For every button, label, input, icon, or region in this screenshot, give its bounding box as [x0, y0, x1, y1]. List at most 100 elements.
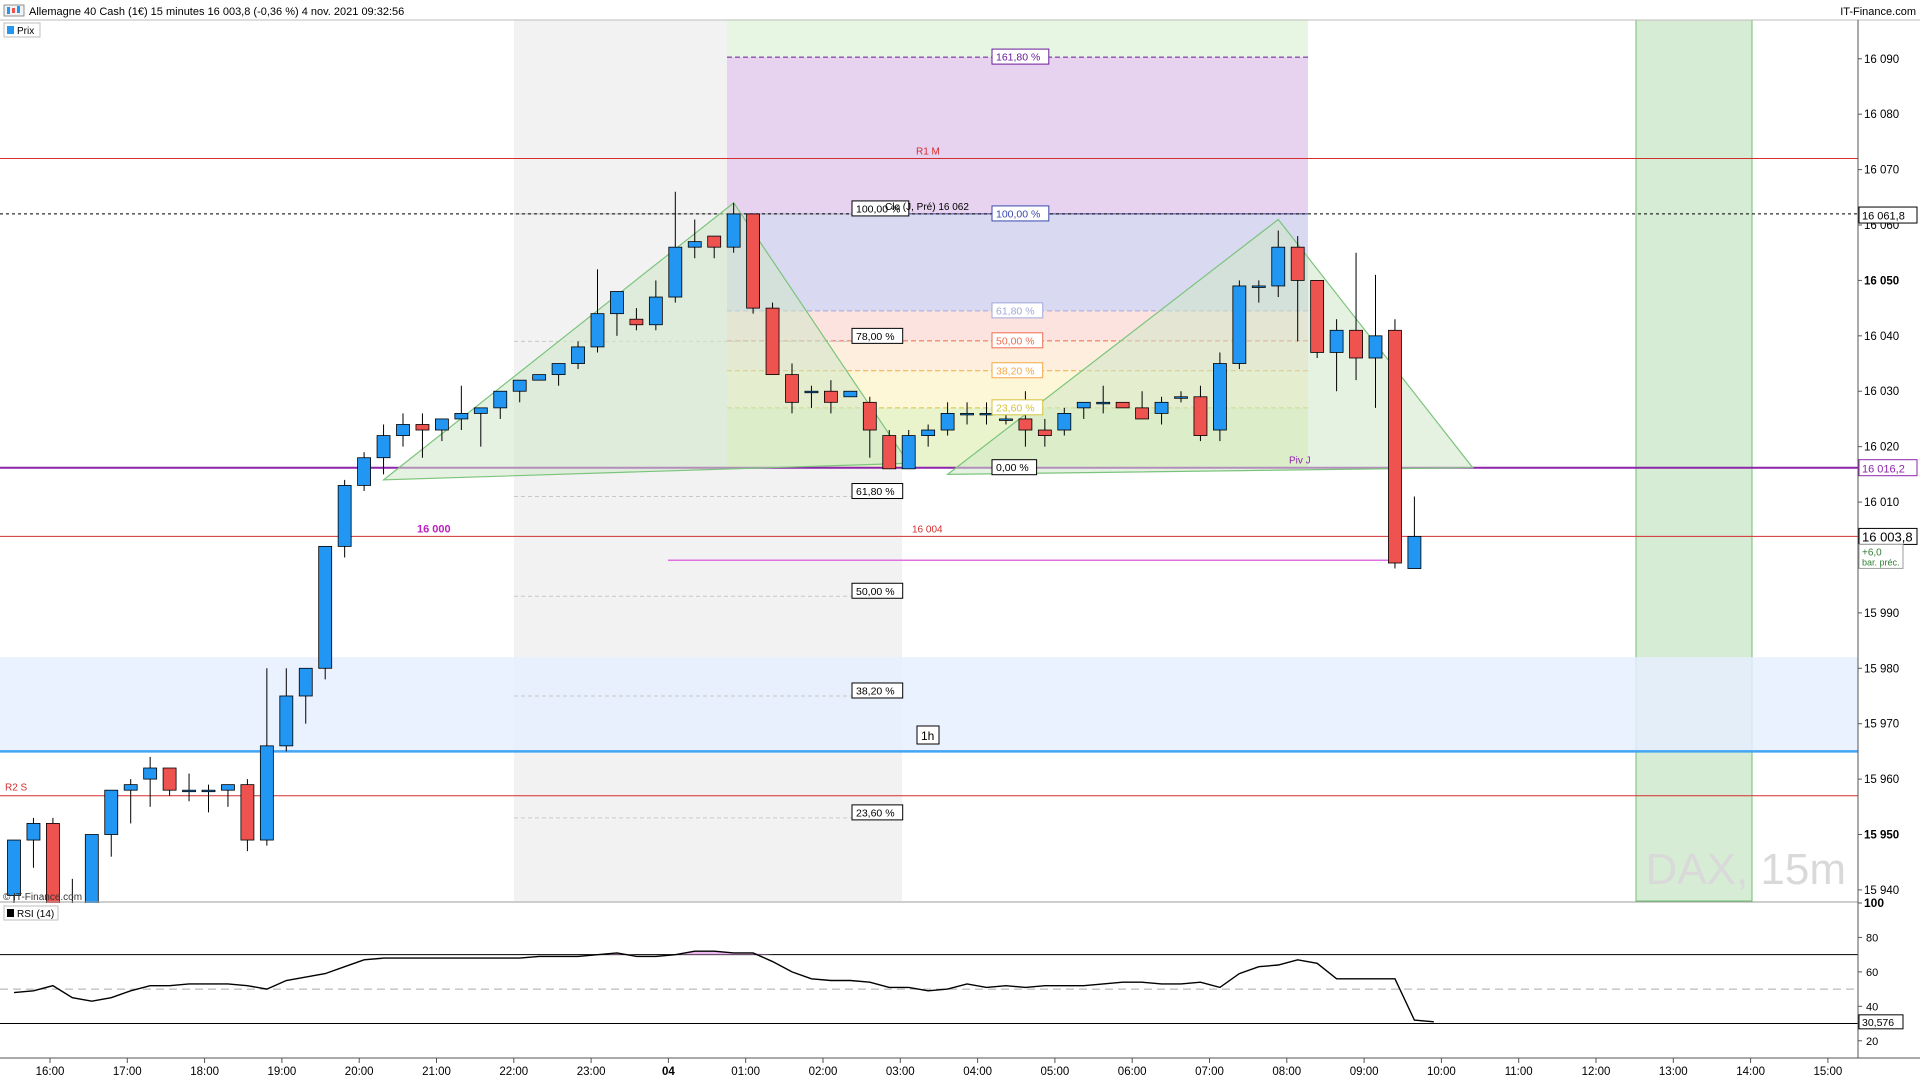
price-axis-label: 15 960	[1864, 774, 1899, 786]
candle-body-down	[746, 213, 760, 309]
candle	[26, 817, 41, 868]
price-tag: 16 003,8	[1862, 530, 1913, 545]
rsi-axis-label: 40	[1866, 1001, 1878, 1013]
candle-body-up	[104, 789, 119, 835]
brand-label: IT-Finance.com	[1840, 6, 1916, 18]
fib-projection-label-box	[991, 399, 1044, 416]
candle	[629, 308, 644, 331]
fib-retracement-label: 38,20 %	[856, 685, 895, 697]
rsi-legend[interactable]: RSI (14)	[3, 905, 59, 921]
candle-body-up	[1057, 413, 1072, 431]
rsi-legend-label: RSI (14)	[17, 909, 54, 920]
candle	[532, 374, 547, 381]
candle-body-up	[143, 767, 158, 780]
candle	[454, 385, 469, 431]
fib-projection-label-box	[991, 332, 1044, 349]
r1m-label: R1 M	[916, 147, 940, 158]
candle-body-down	[1310, 280, 1325, 353]
candle	[201, 784, 216, 813]
candle	[1115, 401, 1130, 409]
fib-projection-label: 161,80 %	[996, 52, 1040, 64]
candle	[259, 668, 274, 846]
price-axis-label: 16 050	[1864, 275, 1899, 287]
price-tag-box	[1858, 459, 1918, 477]
candle	[104, 789, 119, 857]
candle-body-up	[396, 424, 410, 436]
candle	[551, 363, 566, 386]
price-tag: 16 016,2	[1862, 463, 1905, 475]
candle	[1213, 352, 1227, 442]
rsi-overbought-fill	[14, 951, 1434, 955]
candle	[1407, 496, 1422, 569]
price-legend-label: Prix	[17, 26, 34, 37]
candle	[1193, 385, 1208, 442]
fib-projection-label-box	[991, 302, 1044, 319]
candle-body-down	[707, 235, 722, 248]
candle	[473, 407, 488, 447]
rsi-axis-label: 100	[1864, 896, 1884, 910]
candle	[182, 773, 196, 802]
price-tag-box	[1858, 206, 1918, 224]
candle-body-up	[298, 667, 313, 697]
price-axis-label: 16 070	[1864, 165, 1899, 177]
candle-body-up	[1232, 285, 1247, 364]
pattern-triangle-left	[381, 201, 910, 481]
price-axis-label: 16 090	[1864, 54, 1899, 66]
price-legend[interactable]: Prix	[3, 22, 41, 38]
candle-body-down	[1135, 407, 1149, 420]
candle-body-up	[7, 839, 21, 896]
candle	[221, 784, 235, 807]
fib-projection-label: 0,00 %	[996, 462, 1029, 474]
candle-body-down	[162, 767, 177, 791]
candle	[707, 235, 722, 259]
candle-body-up	[1213, 363, 1227, 431]
candle	[415, 413, 430, 458]
candle	[668, 191, 683, 303]
rsi-series-swatch	[7, 909, 14, 917]
candle-body-down	[1037, 429, 1052, 436]
delta-value: +6,0	[1862, 547, 1882, 558]
candle-body-down	[1290, 246, 1305, 281]
candle-body-up	[357, 457, 372, 486]
fib-projection-band	[727, 57, 1308, 214]
candle-body-up	[337, 485, 352, 547]
time-axis-label: 07:00	[1195, 1066, 1224, 1078]
candle-body-up	[1174, 396, 1188, 399]
price-tag: 16 061,8	[1862, 211, 1905, 223]
level-16004-label: 16 004	[912, 524, 943, 535]
candle-body-up	[960, 413, 974, 416]
price-axis-label: 16 030	[1864, 386, 1899, 398]
fib-retracement-label-box	[851, 327, 904, 344]
candle	[1349, 252, 1363, 381]
candle-body-up	[493, 390, 508, 409]
candle	[843, 390, 858, 398]
candle	[1368, 274, 1383, 408]
candle-body-up	[999, 418, 1013, 421]
candle	[590, 269, 605, 353]
candle-body-up	[1154, 401, 1169, 414]
candle	[1251, 280, 1266, 303]
candle	[46, 817, 60, 918]
candle	[318, 545, 333, 680]
candle-body-down	[882, 435, 897, 470]
candle	[1154, 396, 1169, 425]
time-axis-label: 13:00	[1659, 1066, 1688, 1078]
candle-body-up	[123, 784, 138, 791]
candle-body-up	[1076, 401, 1091, 409]
candle-body-up	[921, 429, 936, 436]
timeframe-box	[916, 725, 940, 745]
candle-body-down	[824, 390, 838, 403]
fib-retracement-label: 61,80 %	[856, 486, 895, 498]
fib-retracement-label-box	[851, 804, 904, 821]
time-axis-label: 14:00	[1736, 1066, 1765, 1078]
fib-projection-label: 50,00 %	[996, 335, 1035, 347]
time-axis-label: 03:00	[886, 1066, 915, 1078]
candle	[1388, 319, 1402, 569]
price-axis-label: 16 020	[1864, 442, 1899, 454]
candle	[960, 402, 974, 425]
time-axis-label: 20:00	[345, 1066, 374, 1078]
candle-body-up	[454, 413, 469, 420]
time-axis-label: 05:00	[1041, 1066, 1070, 1078]
candle-body-down	[629, 318, 644, 326]
